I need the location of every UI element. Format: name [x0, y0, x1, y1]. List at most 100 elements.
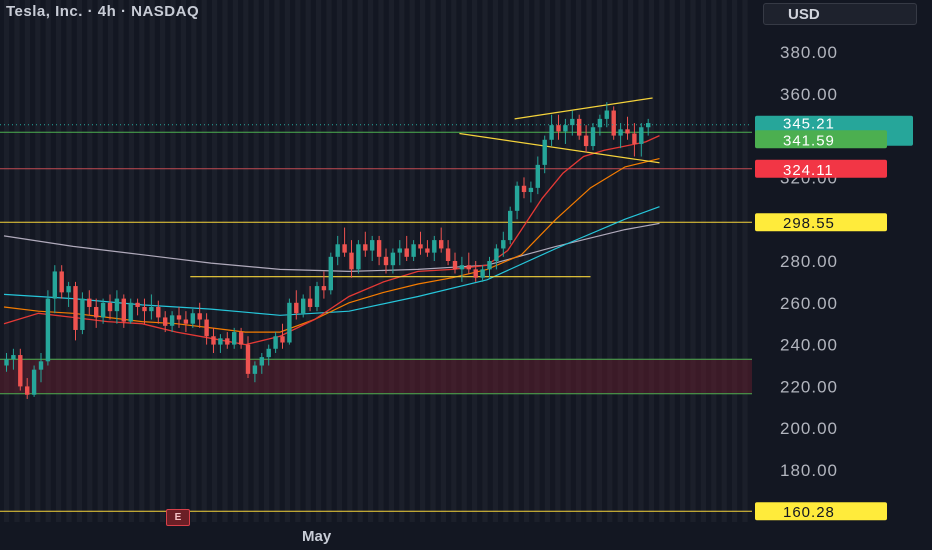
candle [197, 302, 202, 328]
symbol-header[interactable]: Tesla, Inc. · 4h · NASDAQ [6, 3, 199, 20]
session-stripe [638, 0, 644, 522]
candle-body [363, 244, 368, 251]
earnings-marker[interactable]: E [166, 509, 190, 526]
candle-body [328, 256, 333, 291]
session-stripe [316, 0, 322, 522]
y-tick-label: 380.00 [780, 43, 838, 62]
session-stripe [222, 0, 228, 522]
candle-body [501, 240, 506, 249]
session-stripe [4, 0, 10, 522]
candle-body [480, 269, 485, 278]
candle-body [163, 317, 168, 326]
candle-body [508, 210, 513, 241]
candle-body [100, 302, 106, 318]
candle [376, 235, 382, 266]
candle-body [183, 319, 189, 324]
trendlines [190, 97, 660, 278]
candle [204, 313, 209, 345]
candle [404, 235, 409, 261]
price-axis[interactable]: 180.00200.00220.00240.00260.00280.00320.… [780, 43, 838, 480]
price-label-badge [755, 130, 887, 149]
candle-body [18, 355, 23, 387]
session-stripe [118, 0, 124, 522]
candle [135, 298, 140, 316]
candle [577, 114, 582, 140]
candle-body [563, 125, 568, 132]
candle-body [639, 127, 644, 144]
y-tick-label: 180.00 [780, 461, 838, 480]
session-stripe [76, 0, 82, 522]
interval-label: 4h [97, 3, 117, 20]
candle-body [301, 298, 306, 314]
candle-body [73, 286, 78, 330]
exchange-label: NASDAQ [131, 3, 200, 20]
price-label-badge [755, 502, 887, 521]
candle [501, 231, 506, 257]
session-stripe [617, 0, 623, 522]
candle-body [294, 302, 299, 314]
candle-body [439, 240, 444, 249]
session-stripe [700, 0, 706, 522]
session-stripe [66, 0, 72, 522]
session-stripe [596, 0, 602, 522]
candle [238, 327, 244, 349]
candle-body [211, 336, 216, 345]
candle [225, 332, 230, 349]
candle [625, 116, 630, 140]
session-stripe [284, 0, 290, 522]
candle-body [94, 306, 99, 318]
candle-body [38, 361, 44, 370]
candle-body [425, 248, 430, 253]
candle-body [528, 187, 534, 193]
candle [25, 378, 30, 399]
session-stripe [305, 0, 311, 522]
session-stripe [139, 0, 145, 522]
candle [549, 114, 554, 147]
session-stripe [659, 0, 665, 522]
candle-body [452, 261, 458, 270]
y-tick-label: 280.00 [780, 252, 838, 271]
session-stripe [14, 0, 20, 522]
candle [342, 227, 347, 257]
candle-body [52, 271, 57, 299]
candle-body [25, 386, 30, 395]
currency-button[interactable]: USD [763, 3, 917, 25]
candle-body [204, 319, 209, 337]
session-stripe [368, 0, 374, 522]
candle [287, 298, 292, 345]
candle [411, 240, 416, 261]
candle-body [321, 286, 327, 291]
demand-zone [0, 359, 752, 394]
candle [639, 123, 644, 157]
session-stripe [399, 0, 405, 522]
y-tick-label: 360.00 [780, 85, 838, 104]
candle-body [473, 269, 478, 278]
candle [273, 332, 278, 353]
candle-body [59, 271, 64, 293]
candle [128, 298, 133, 324]
x-axis-month-label: May [302, 528, 332, 545]
candle [245, 336, 251, 379]
candle-body [549, 125, 554, 140]
session-stripe [35, 0, 41, 522]
candle-body [397, 248, 402, 253]
candle [611, 106, 616, 140]
candle-body [597, 118, 603, 128]
candle-body [238, 332, 244, 345]
candle [370, 235, 375, 261]
session-stripe [680, 0, 686, 522]
candle [190, 309, 195, 328]
candle [176, 306, 182, 328]
candle-body [245, 344, 251, 374]
candle [480, 265, 485, 282]
candle-body [218, 338, 223, 345]
candle-body [232, 332, 237, 345]
candle [149, 294, 154, 320]
candle [335, 235, 340, 266]
session-stripe [24, 0, 30, 522]
candle-body [349, 252, 354, 270]
candle [294, 290, 299, 320]
candle [432, 235, 437, 261]
